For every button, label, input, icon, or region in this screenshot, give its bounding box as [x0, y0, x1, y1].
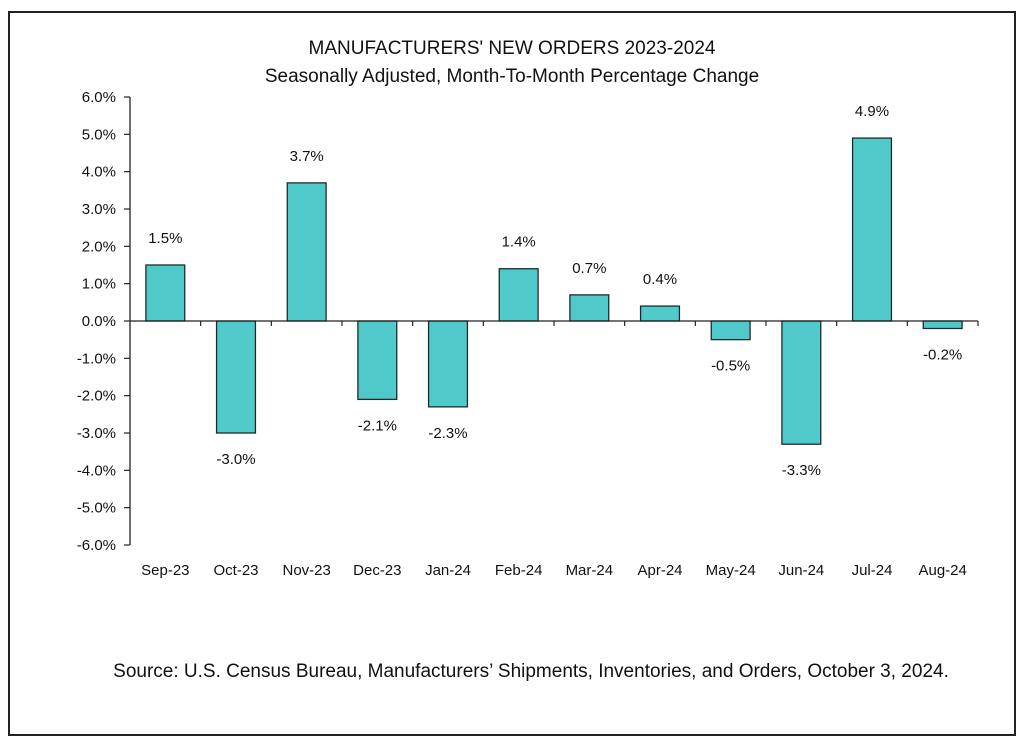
bar-jun-24 — [781, 320, 822, 445]
source-note: Source: U.S. Census Bureau, Manufacturer… — [113, 661, 949, 682]
bars — [145, 137, 963, 445]
data-label: 1.4% — [502, 234, 536, 251]
bar-aug-24 — [922, 320, 963, 330]
x-axis: Sep-23 Oct-23 Nov-23 Dec-23 Jan-24 Feb-24 Mar-… — [130, 320, 979, 579]
y-axis: 6.0% 5.0% 4.0% 3.0% 2.0% 1.0% 0.0% -1.0% -2.0% -3… — [77, 89, 131, 554]
data-label: -0.5% — [711, 358, 750, 375]
data-label: 1.5% — [148, 230, 182, 247]
y-tick-label: 4.0% — [82, 164, 116, 181]
y-tick-label: 3.0% — [82, 201, 116, 218]
y-tick-label: -3.0% — [77, 425, 116, 442]
data-label: -0.2% — [923, 346, 962, 363]
data-label: 0.4% — [643, 271, 677, 288]
chart-title: MANUFACTURERS' NEW ORDERS 2023-2024 — [309, 38, 716, 59]
x-tick-label: Dec-23 — [353, 562, 401, 579]
y-tick-label: -6.0% — [77, 537, 116, 554]
x-tick-label: May-24 — [706, 562, 756, 579]
bar-dec-23 — [357, 320, 398, 401]
y-tick-label: 0.0% — [82, 313, 116, 330]
x-tick-label: Sep-23 — [141, 562, 189, 579]
x-tick-label: Aug-24 — [918, 562, 966, 579]
bar-nov-23 — [286, 182, 327, 322]
x-tick-label: Jan-24 — [425, 562, 471, 579]
bar-mar-24 — [569, 294, 610, 322]
y-tick-label: -1.0% — [77, 350, 116, 367]
data-label: -3.0% — [216, 451, 255, 468]
data-label: 4.9% — [855, 103, 889, 120]
y-tick-label: 2.0% — [82, 238, 116, 255]
bar-feb-24 — [498, 268, 539, 322]
y-tick-label: 5.0% — [82, 126, 116, 143]
data-labels: 1.5% -3.0% 3.7% -2.1% -2.3% 1.4% 0.7% 0.4% -0.5%… — [148, 103, 962, 479]
x-tick-label: Nov-23 — [282, 562, 330, 579]
x-tick-label: Feb-24 — [495, 562, 543, 579]
x-tick-label: Jul-24 — [852, 562, 893, 579]
data-label: 0.7% — [572, 260, 606, 277]
y-tick-label: -5.0% — [77, 500, 116, 517]
y-tick-label: 6.0% — [82, 89, 116, 106]
bar-jul-24 — [851, 137, 893, 322]
data-label: -2.1% — [358, 417, 397, 434]
chart-subtitle: Seasonally Adjusted, Month-To-Month Perc… — [265, 66, 759, 87]
x-tick-label: Jun-24 — [778, 562, 824, 579]
data-label: 3.7% — [290, 148, 324, 165]
x-tick-label: Apr-24 — [637, 562, 682, 579]
data-label: -2.3% — [428, 425, 467, 442]
y-tick-label: 1.0% — [82, 276, 116, 293]
x-tick-label: Mar-24 — [566, 562, 614, 579]
y-tick-label: -2.0% — [77, 388, 116, 405]
x-tick-label: Oct-23 — [213, 562, 258, 579]
bar-jan-24 — [427, 320, 469, 408]
bar-sep-23 — [145, 264, 186, 322]
bar-apr-24 — [639, 305, 681, 322]
y-tick-label: -4.0% — [77, 462, 116, 479]
bar-may-24 — [710, 320, 751, 341]
data-label: -3.3% — [782, 462, 821, 479]
chart-frame — [8, 11, 1016, 736]
bar-oct-23 — [215, 320, 257, 434]
